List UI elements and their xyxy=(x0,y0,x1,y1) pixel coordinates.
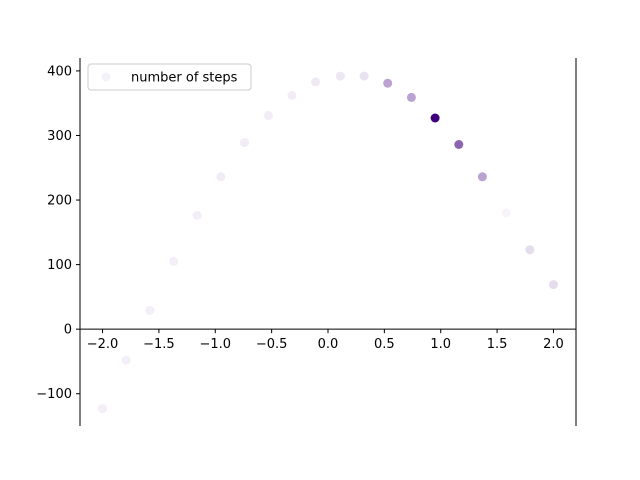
data-point xyxy=(525,245,535,255)
x-tick-label: −1.5 xyxy=(143,337,175,352)
x-tick-label: 1.5 xyxy=(487,337,508,352)
y-tick-label: 400 xyxy=(47,64,72,79)
data-point xyxy=(454,140,464,149)
legend-label: number of steps xyxy=(131,71,238,86)
data-point xyxy=(430,113,440,123)
data-point xyxy=(477,172,487,182)
y-tick-label: 0 xyxy=(64,323,72,338)
data-point xyxy=(359,71,369,81)
data-point xyxy=(311,77,321,87)
data-point xyxy=(383,78,393,88)
data-point xyxy=(240,138,250,148)
x-tick-label: −2.0 xyxy=(87,337,119,352)
data-point xyxy=(549,280,558,290)
data-point xyxy=(216,172,226,182)
data-point xyxy=(263,111,273,120)
data-point xyxy=(98,404,107,414)
legend: number of steps xyxy=(87,63,252,91)
y-tick-label: 200 xyxy=(47,194,72,209)
data-point xyxy=(335,71,345,81)
y-tick-label: 100 xyxy=(47,258,72,273)
x-tick-label: −0.5 xyxy=(256,337,288,352)
data-point xyxy=(145,305,155,315)
y-tick-label: −100 xyxy=(36,387,72,402)
data-point xyxy=(169,256,179,266)
x-tick-label: 0.5 xyxy=(374,337,395,352)
x-tick-label: −1.0 xyxy=(199,337,231,352)
legend-marker xyxy=(101,72,111,82)
x-tick-label: 1.0 xyxy=(430,337,451,352)
x-tick-label: 2.0 xyxy=(543,337,564,352)
scatter-points xyxy=(98,71,558,414)
data-point xyxy=(287,90,297,100)
x-tick-label: 0.0 xyxy=(318,337,339,352)
y-tick-label: 300 xyxy=(47,129,72,144)
data-point xyxy=(121,355,131,365)
axes: −2.0 −1.5 −1.0 −0.5 0.0 0.5 1.0 1.5 2.0 −100 0 100 2… xyxy=(36,58,577,426)
legend-frame xyxy=(87,63,252,91)
data-point xyxy=(501,208,511,218)
data-point xyxy=(192,211,202,220)
data-point xyxy=(406,92,416,102)
